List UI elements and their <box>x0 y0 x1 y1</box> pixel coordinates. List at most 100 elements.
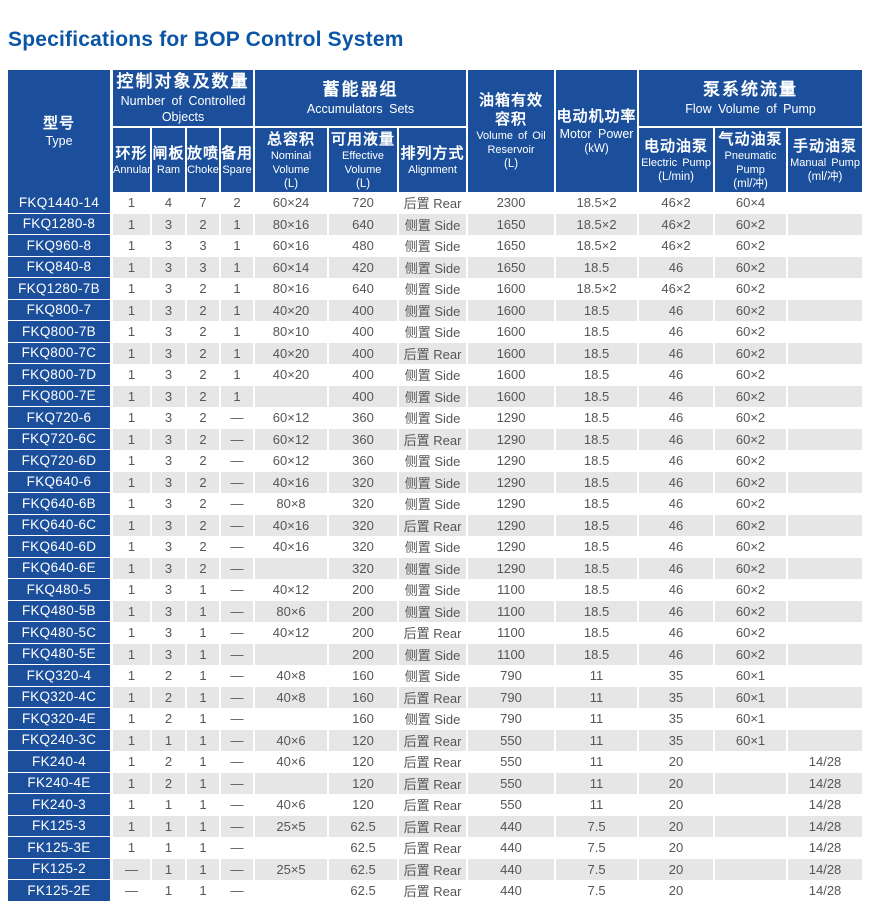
data-cell: 60×2 <box>715 278 789 300</box>
data-cell: 1600 <box>468 278 557 300</box>
data-cell <box>788 342 863 364</box>
data-cell: 60×2 <box>715 428 789 450</box>
table-row: FK240-4E 1 2 1—120 后置 Rear 550 11 20 14/28 <box>8 772 863 794</box>
reservoir-zh1: 油箱有效 <box>479 92 544 109</box>
data-cell: 20 <box>639 751 716 773</box>
data-cell: 2 <box>187 536 221 558</box>
data-cell: 46×2 <box>639 192 716 214</box>
type-cell: FKQ320-4E <box>8 708 113 730</box>
data-cell: 11 <box>556 751 640 773</box>
data-cell: 4 <box>152 192 187 214</box>
data-cell: — <box>221 493 256 515</box>
data-cell: 550 <box>468 772 557 794</box>
data-cell: 侧置 Side <box>399 557 469 579</box>
data-cell: 2 <box>187 407 221 429</box>
data-cell: 400 <box>329 342 400 364</box>
data-cell: 1 <box>221 385 256 407</box>
data-cell: — <box>221 514 256 536</box>
data-cell: 1 <box>187 815 221 837</box>
data-cell: 14/28 <box>788 751 863 773</box>
data-cell: 20 <box>639 794 716 816</box>
table-row: FKQ800-7 1 3 2 1 40×20 400 侧置 Side 1600 18.5 46 60×… <box>8 299 863 321</box>
data-cell: 2 <box>187 428 221 450</box>
data-cell: 2 <box>187 364 221 386</box>
type-cell: FK125-2 <box>8 858 113 880</box>
data-cell: — <box>221 686 256 708</box>
data-cell: 18.5 <box>556 536 640 558</box>
data-cell: 400 <box>329 385 400 407</box>
data-cell: 160 <box>329 686 400 708</box>
col-header-effective-volume: 可用液量 Effective Volume (L) <box>329 128 400 192</box>
data-cell: 18.5 <box>556 385 640 407</box>
data-cell: 35 <box>639 686 716 708</box>
data-cell: 60×1 <box>715 729 789 751</box>
table-row: FKQ720-6D 1 3 2—60×12 360 侧置 Side 1290 18.5 46 60… <box>8 450 863 472</box>
data-cell: 2 <box>152 751 187 773</box>
data-cell: 1 <box>113 256 152 278</box>
data-cell: 46 <box>639 385 716 407</box>
data-cell: 1 <box>113 622 152 644</box>
col-header-choke: 放喷 Choke <box>187 128 221 192</box>
table-row: FKQ320-4C 1 2 1—40×8 160 后置 Rear 790 11 35 60×1 <box>8 686 863 708</box>
data-cell: 1650 <box>468 213 557 235</box>
data-cell: 18.5 <box>556 407 640 429</box>
data-cell: — <box>221 407 256 429</box>
data-cell: 2 <box>187 342 221 364</box>
data-cell: 1 <box>152 858 187 880</box>
data-cell: 46 <box>639 600 716 622</box>
data-cell: 2 <box>187 471 221 493</box>
data-cell: 60×2 <box>715 450 789 472</box>
data-cell: 1 <box>113 407 152 429</box>
group-pump-en: Flow Volume of Pump <box>685 102 816 116</box>
manual-pump-en: Manual Pump <box>790 156 860 169</box>
data-cell: 18.5 <box>556 557 640 579</box>
data-cell: — <box>221 772 256 794</box>
nominal-en: Nominal Volume <box>270 149 312 176</box>
data-cell: 18.5 <box>556 493 640 515</box>
ram-en: Ram <box>156 163 181 176</box>
data-cell: — <box>221 858 256 880</box>
table-row: FKQ480-5B 1 3 1—80×6 200 侧置 Side 1100 18.5 46 60×… <box>8 600 863 622</box>
data-cell: 11 <box>556 708 640 730</box>
data-cell <box>788 385 863 407</box>
data-cell: 侧置 Side <box>399 321 469 343</box>
data-cell: 60×2 <box>715 471 789 493</box>
manual-pump-unit: (ml/冲) <box>807 170 843 183</box>
data-cell: 3 <box>152 536 187 558</box>
table-row: FKQ720-6 1 3 2—60×12 360 侧置 Side 1290 18.5 46 60×… <box>8 407 863 429</box>
data-cell: 46 <box>639 471 716 493</box>
group-accumulators-en: Accumulators Sets <box>306 102 415 116</box>
data-cell: 320 <box>329 557 400 579</box>
data-cell: 120 <box>329 751 400 773</box>
data-cell: 120 <box>329 772 400 794</box>
data-cell: 160 <box>329 665 400 687</box>
data-cell: 11 <box>556 729 640 751</box>
col-header-type-en: Type <box>45 133 73 148</box>
data-cell: 14/28 <box>788 772 863 794</box>
choke-zh: 放喷 <box>187 144 220 162</box>
reservoir-zh2: 容积 <box>495 111 528 128</box>
data-cell: 200 <box>329 643 400 665</box>
data-cell: 后置 Rear <box>399 837 469 859</box>
data-cell: 1 <box>113 385 152 407</box>
data-cell: 60×2 <box>715 299 789 321</box>
data-cell <box>788 643 863 665</box>
data-cell: — <box>113 880 152 902</box>
data-cell: 20 <box>639 772 716 794</box>
data-cell <box>788 493 863 515</box>
data-cell: 60×2 <box>715 557 789 579</box>
spec-table: 型号 Type 控制对象及数量 Number of Controlled Obj… <box>8 70 863 902</box>
data-cell: 480 <box>329 235 400 257</box>
effective-en: Effective Volume <box>342 149 385 176</box>
data-cell: 60×2 <box>715 364 789 386</box>
data-cell: 1290 <box>468 514 557 536</box>
data-cell: 1 <box>221 299 256 321</box>
data-cell: 侧置 Side <box>399 600 469 622</box>
data-cell: 18.5 <box>556 256 640 278</box>
type-cell: FKQ720-6D <box>8 450 113 472</box>
data-cell: 1 <box>113 815 152 837</box>
data-cell: 侧置 Side <box>399 493 469 515</box>
data-cell: — <box>221 557 256 579</box>
data-cell: 46 <box>639 514 716 536</box>
data-cell: 60×2 <box>715 321 789 343</box>
